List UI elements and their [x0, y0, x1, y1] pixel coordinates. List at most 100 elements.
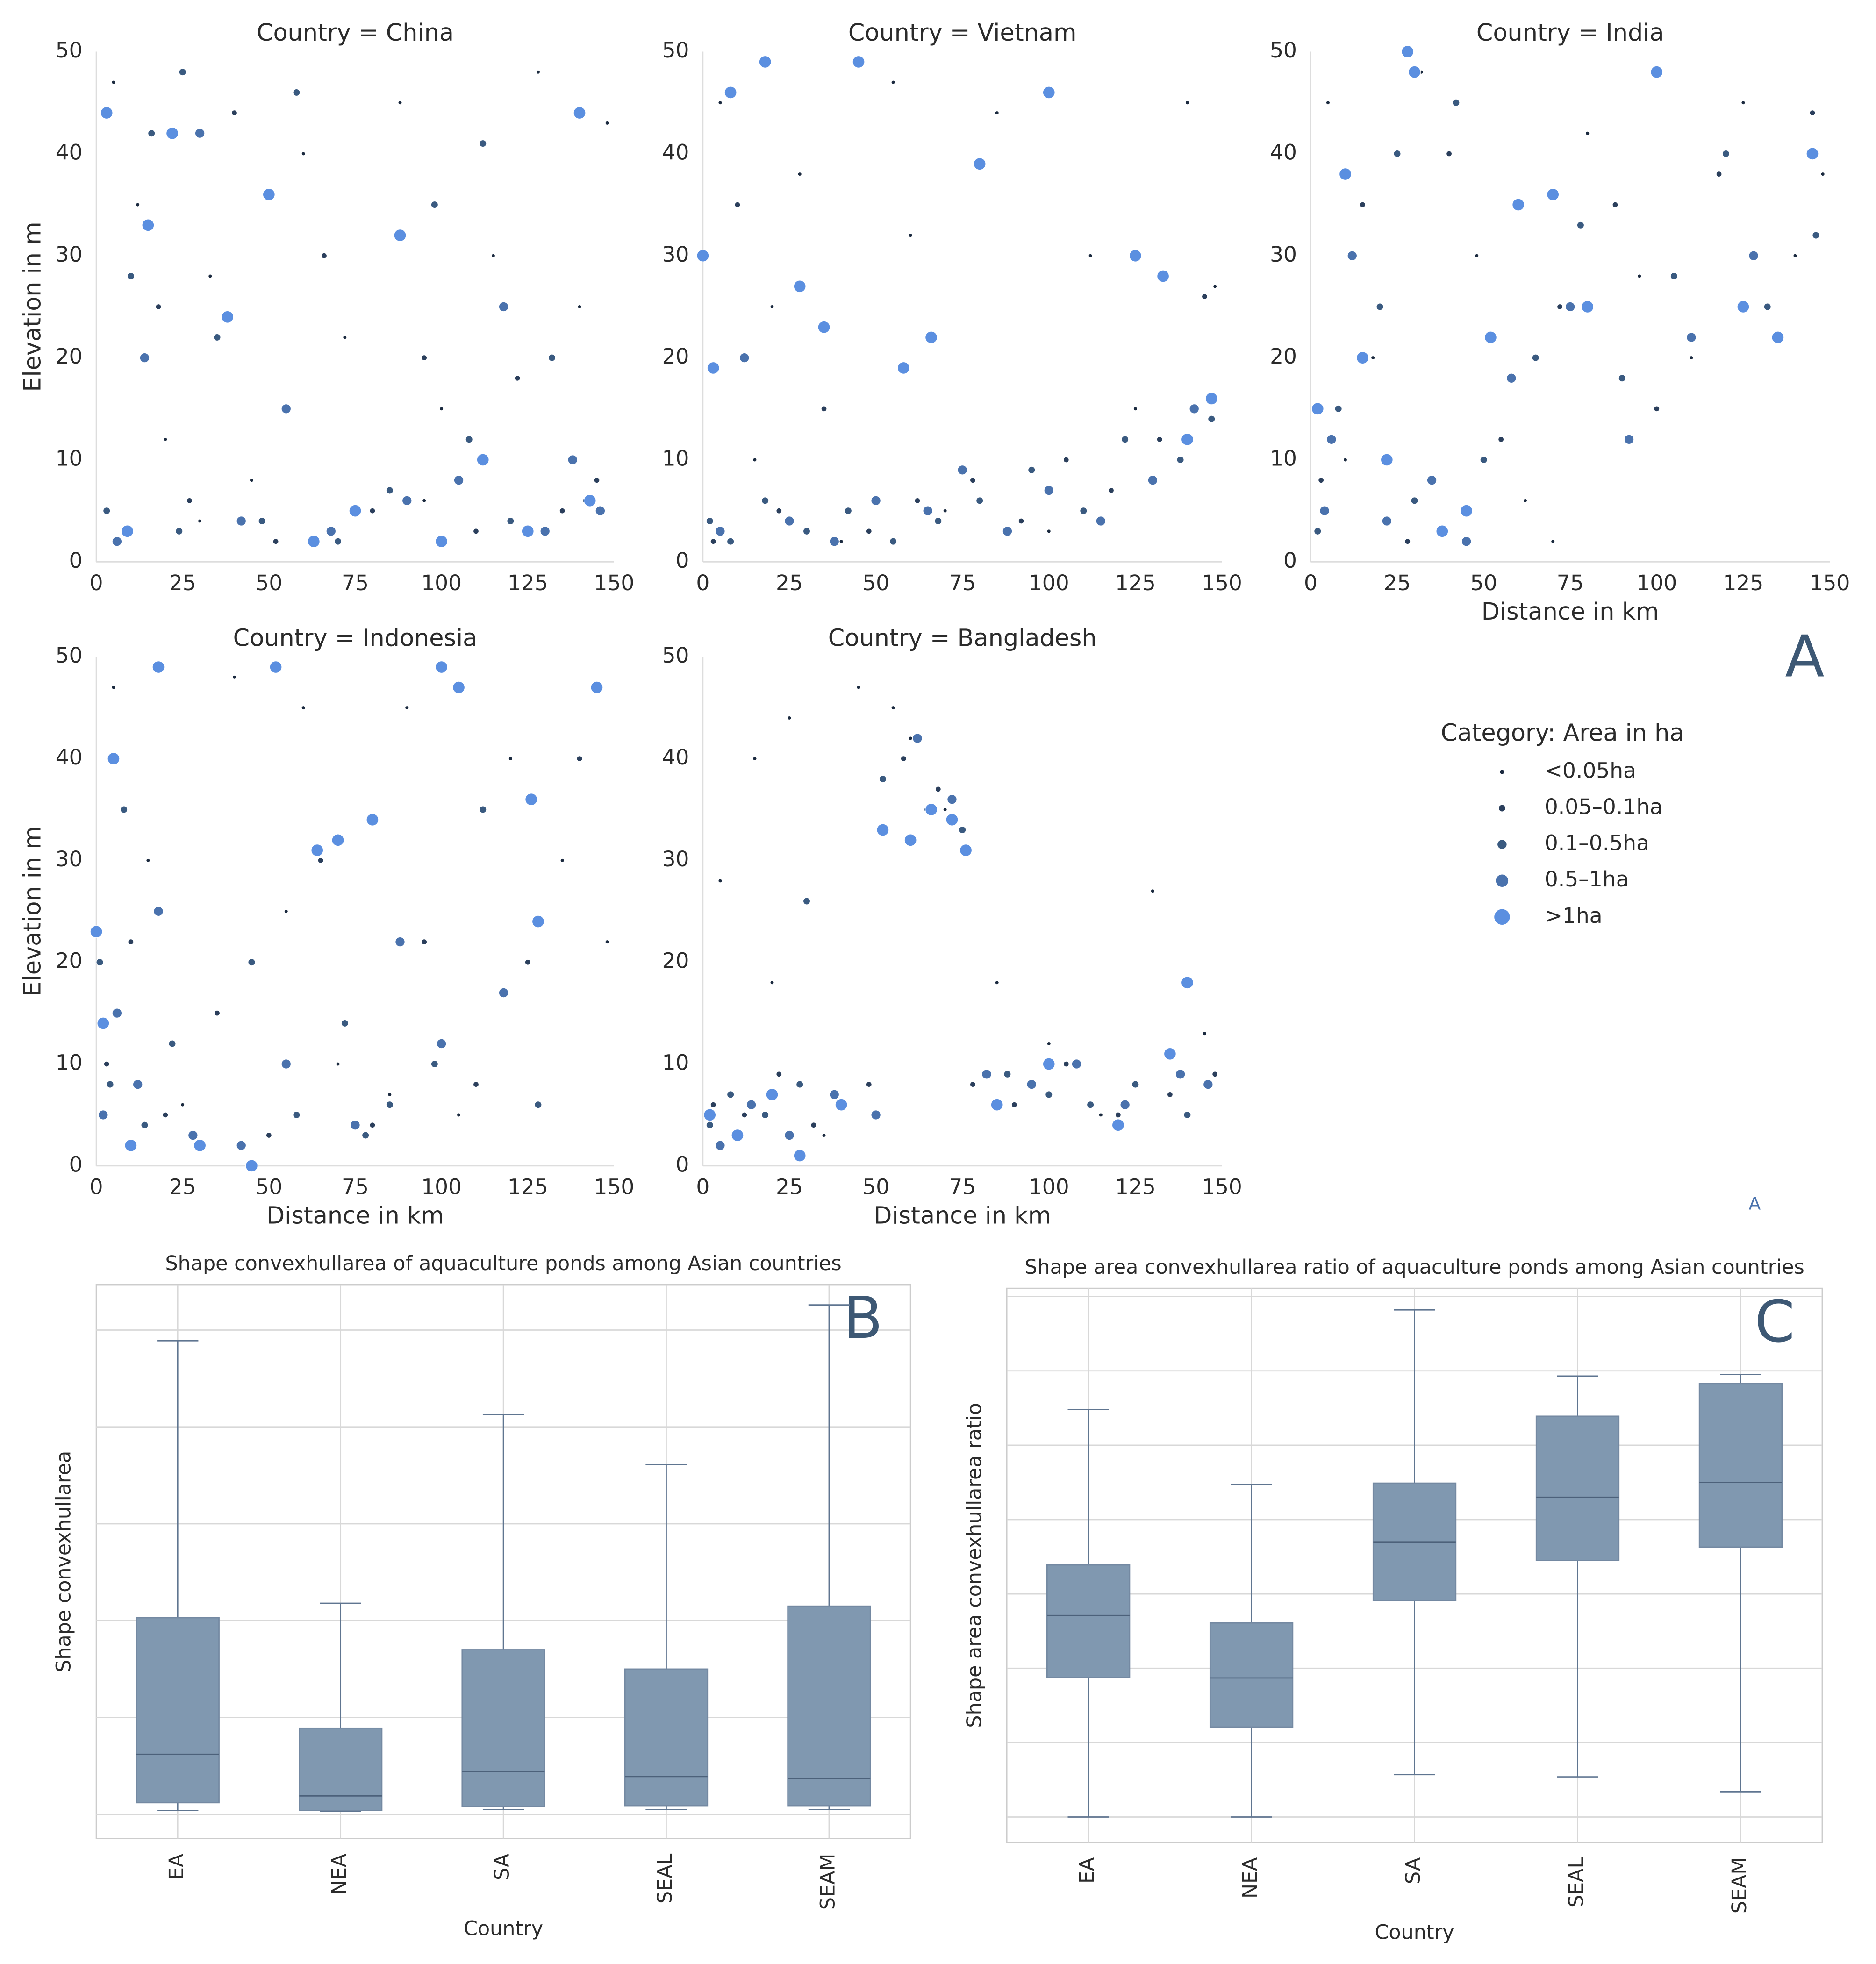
point — [835, 1098, 848, 1111]
point — [322, 253, 327, 258]
point — [457, 1113, 461, 1117]
point — [1716, 171, 1722, 177]
point — [1670, 272, 1678, 280]
point — [281, 1059, 291, 1069]
point — [1047, 529, 1051, 533]
point — [1203, 1032, 1206, 1036]
box — [136, 1617, 220, 1804]
point — [1326, 101, 1330, 105]
point — [440, 407, 444, 411]
point — [973, 157, 986, 171]
point — [1722, 150, 1730, 157]
point — [1426, 475, 1437, 486]
point — [876, 823, 889, 836]
point — [1120, 1100, 1130, 1110]
point — [336, 1062, 340, 1066]
point — [284, 909, 288, 913]
point — [923, 506, 933, 516]
y-tick-label: 30 — [662, 242, 689, 267]
point — [1044, 485, 1054, 496]
point — [1202, 294, 1207, 299]
point — [121, 525, 134, 538]
point — [476, 453, 489, 466]
point — [1624, 434, 1634, 445]
point — [96, 958, 104, 966]
point — [583, 494, 596, 507]
point — [1157, 436, 1162, 442]
y-tick-label: 50 — [56, 38, 83, 63]
point — [706, 1121, 714, 1129]
point — [152, 661, 165, 673]
point — [141, 1121, 149, 1129]
y-tick-label: 30 — [1270, 242, 1297, 267]
x-tick-label: 25 — [776, 1175, 803, 1200]
x-tick-label: 125 — [1115, 571, 1156, 595]
point — [232, 110, 237, 115]
x-tick-label: 75 — [342, 1175, 369, 1200]
point — [936, 786, 941, 792]
point — [1181, 433, 1194, 446]
panel-title: Country = India — [1476, 19, 1664, 46]
point — [1460, 504, 1473, 517]
point — [1205, 392, 1218, 405]
point — [156, 304, 161, 309]
point — [215, 1010, 220, 1016]
point — [904, 834, 917, 847]
point — [1028, 466, 1036, 474]
point — [258, 517, 266, 525]
x-tick-label: 125 — [508, 571, 548, 595]
point — [307, 535, 320, 548]
footnote: A — [1749, 1193, 1761, 1214]
point — [1002, 526, 1013, 536]
point — [112, 80, 115, 84]
y-tick-label: 0 — [69, 548, 83, 573]
point — [710, 1102, 716, 1107]
x-axis-label: Country — [464, 1917, 543, 1940]
y-tick-label: 20 — [1270, 344, 1297, 369]
point — [605, 940, 609, 944]
point — [398, 101, 402, 105]
point — [395, 936, 405, 947]
point — [1690, 356, 1693, 360]
point — [821, 406, 827, 412]
point — [925, 803, 938, 816]
point — [188, 1130, 198, 1141]
point — [1131, 1080, 1139, 1088]
point — [193, 1139, 207, 1152]
point — [1314, 527, 1322, 535]
point — [970, 478, 975, 483]
y-tick-label: 50 — [1270, 38, 1297, 63]
point — [718, 101, 722, 105]
point — [341, 1019, 349, 1027]
point — [1121, 436, 1129, 443]
point — [90, 925, 103, 938]
point — [498, 301, 509, 312]
point — [1189, 404, 1199, 414]
point — [179, 68, 186, 76]
point — [839, 540, 843, 543]
x-tick-label: 150 — [594, 1175, 635, 1200]
point — [1133, 407, 1137, 411]
y-tick-label: 40 — [56, 140, 83, 164]
y-axis-label: Elevation in m — [18, 826, 46, 996]
x-tick-label: 100 — [1636, 571, 1677, 595]
point — [1618, 374, 1626, 382]
point — [104, 1061, 109, 1067]
point — [525, 793, 538, 806]
point — [1360, 202, 1365, 207]
point — [266, 1133, 272, 1138]
point — [727, 537, 735, 545]
point — [727, 1091, 735, 1099]
y-tick-label: 0 — [1283, 548, 1297, 573]
point — [163, 1112, 168, 1118]
box — [1209, 1622, 1294, 1728]
box — [461, 1649, 545, 1807]
x-tick-label: 100 — [1029, 571, 1069, 595]
point — [236, 516, 246, 526]
point — [1748, 250, 1759, 261]
x-tick-label: NEA — [1239, 1857, 1262, 1899]
chart-title: Shape convexhullarea of aquaculture pond… — [165, 1252, 841, 1275]
point — [776, 1071, 782, 1077]
x-tick-label: EA — [1075, 1857, 1099, 1884]
point — [706, 517, 714, 525]
